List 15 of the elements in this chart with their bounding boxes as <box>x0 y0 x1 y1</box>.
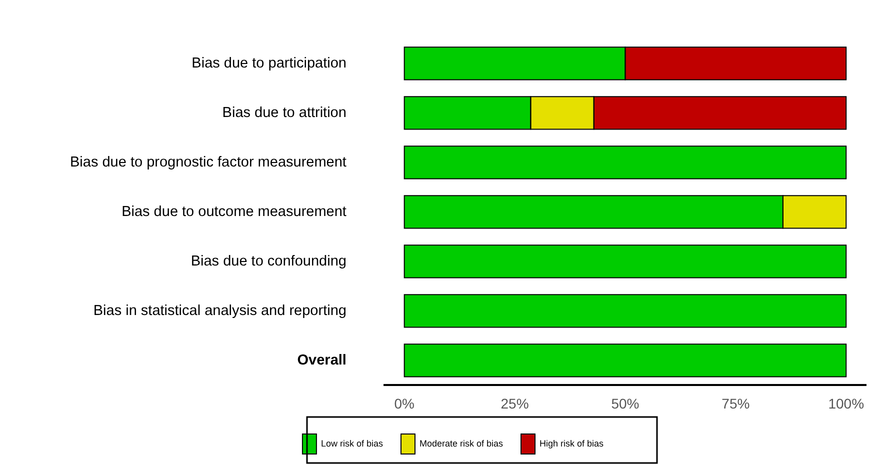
y-tick-label: Bias due to confounding <box>190 253 346 270</box>
x-tick-label: 0% <box>394 395 414 412</box>
x-tick-label: 50% <box>611 395 640 412</box>
y-tick-label: Bias due to outcome measurement <box>122 204 346 220</box>
y-tick-label: Overall <box>297 352 346 368</box>
y-tick-label: Bias due to prognostic factor measurement <box>70 154 346 170</box>
legend-label: Moderate risk of bias <box>419 438 504 448</box>
x-tick-label: 75% <box>722 395 750 412</box>
y-tick-label: Bias due to attrition <box>222 104 346 121</box>
y-tick-label: Bias due to participation <box>192 55 346 72</box>
legend-label: Low risk of bias <box>320 438 384 448</box>
legend-label: High risk of bias <box>540 438 604 448</box>
x-tick-label: 100% <box>828 395 864 412</box>
y-tick-label: Bias in statistical analysis and reporting <box>93 302 346 319</box>
x-tick-label: 25% <box>500 395 529 412</box>
